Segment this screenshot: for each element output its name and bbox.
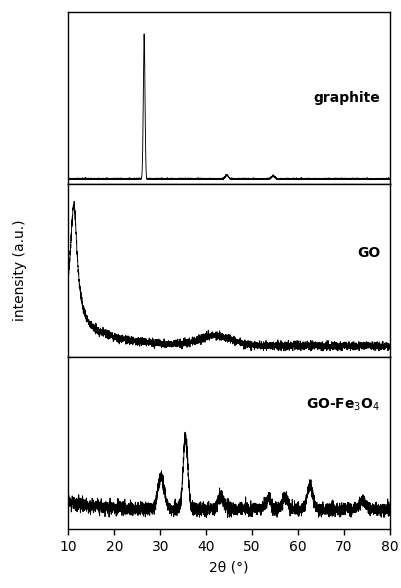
Text: GO: GO: [356, 246, 379, 260]
Text: graphite: graphite: [313, 91, 379, 105]
X-axis label: 2θ (°): 2θ (°): [209, 560, 248, 574]
Text: GO-Fe$_3$O$_4$: GO-Fe$_3$O$_4$: [306, 397, 379, 413]
Text: intensity (a.u.): intensity (a.u.): [13, 220, 27, 321]
